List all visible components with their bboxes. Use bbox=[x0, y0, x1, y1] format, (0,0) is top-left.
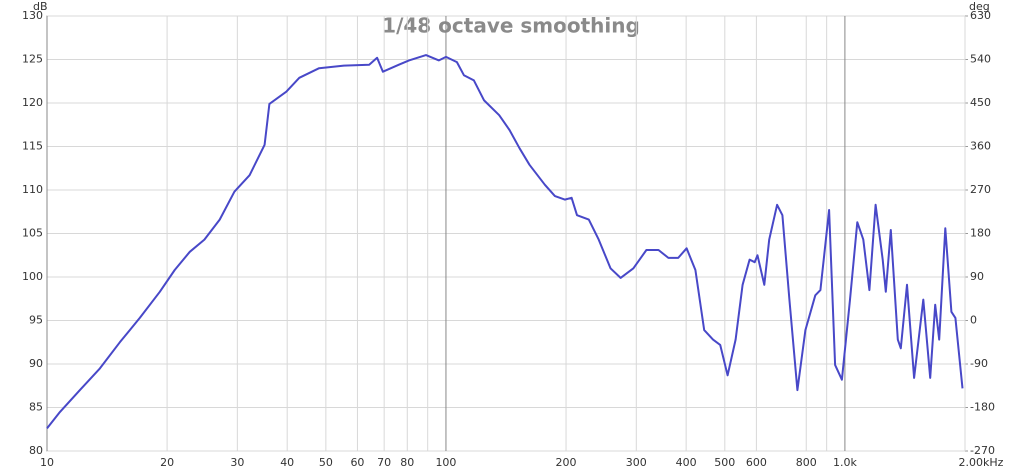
x-tick-label: 60 bbox=[350, 456, 364, 469]
line-series bbox=[46, 54, 964, 430]
y-tick-label: 80 bbox=[29, 444, 43, 457]
y2-tick-label: 180 bbox=[970, 227, 991, 240]
y2-tick-label: 90 bbox=[970, 270, 984, 283]
y2-tick-label: -90 bbox=[970, 357, 988, 370]
y-tick-label: 90 bbox=[29, 357, 43, 370]
x-tick-label: 70 bbox=[377, 456, 391, 469]
y2-tick-label: -270 bbox=[970, 444, 995, 457]
x-tick-label: 10 bbox=[40, 456, 54, 469]
x-tick-label: 200 bbox=[556, 456, 577, 469]
y-tick-label: 130 bbox=[22, 9, 43, 22]
y-tick-label: 115 bbox=[22, 140, 43, 153]
x-tick-label: 2.00kHz bbox=[959, 456, 1004, 469]
x-tick-label: 300 bbox=[626, 456, 647, 469]
x-tick-label: 50 bbox=[319, 456, 333, 469]
y2-tick-label: 0 bbox=[970, 314, 977, 327]
y2-tick-label: 360 bbox=[970, 140, 991, 153]
y-tick-label: 95 bbox=[29, 314, 43, 327]
y-tick-label: 105 bbox=[22, 227, 43, 240]
x-tick-label: 600 bbox=[746, 456, 767, 469]
y-tick-label: 120 bbox=[22, 96, 43, 109]
y2-tick-label: 450 bbox=[970, 96, 991, 109]
x-tick-label: 40 bbox=[280, 456, 294, 469]
y2-tick-label: 630 bbox=[970, 9, 991, 22]
y-axis-label: dB bbox=[33, 0, 48, 13]
x-tick-label: 20 bbox=[160, 456, 174, 469]
x-tick-label: 100 bbox=[435, 456, 456, 469]
y2-tick-label: 270 bbox=[970, 183, 991, 196]
y2-tick-label: -180 bbox=[970, 401, 995, 414]
y2-axis-label: deg bbox=[969, 0, 990, 13]
y-tick-label: 85 bbox=[29, 401, 43, 414]
x-tick-label: 500 bbox=[714, 456, 735, 469]
y-tick-label: 125 bbox=[22, 53, 43, 66]
x-tick-label: 400 bbox=[676, 456, 697, 469]
chart-title: 1/48 octave smoothing bbox=[382, 14, 640, 38]
y2-tick-label: 540 bbox=[970, 53, 991, 66]
x-tick-label: 800 bbox=[796, 456, 817, 469]
y-tick-label: 100 bbox=[22, 270, 43, 283]
x-tick-label: 30 bbox=[230, 456, 244, 469]
x-tick-label: 80 bbox=[400, 456, 414, 469]
x-tick-label: 1.0k bbox=[833, 456, 857, 469]
y-tick-label: 110 bbox=[22, 183, 43, 196]
